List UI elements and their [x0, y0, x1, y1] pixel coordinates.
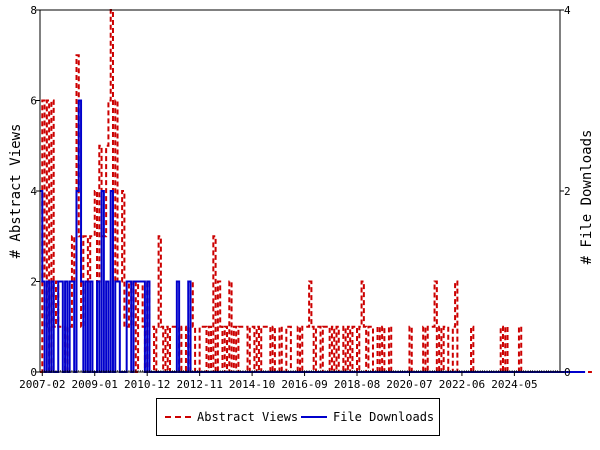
legend: Abstract Views File Downloads — [156, 398, 440, 436]
y-left-tick-label: 2 — [30, 276, 37, 289]
y-right-tick-label: 2 — [564, 185, 571, 198]
legend-item-abstract-views: Abstract Views — [165, 399, 298, 435]
axis-layer: 0 2 4 6 8 0 2 4 2007-02 2009-01 2010-12 2012-11 2014… — [19, 4, 571, 391]
legend-swatch-file-downloads — [301, 416, 327, 418]
y-left-tick-label: 0 — [30, 366, 37, 379]
x-tick-label: 2016-09 — [281, 378, 327, 391]
x-tick-label: 2010-12 — [124, 378, 170, 391]
y-axis-right-title: # File Downloads — [579, 130, 595, 265]
legend-label-file-downloads: File Downloads — [333, 410, 435, 424]
y-axis-left-title: # Abstract Views — [8, 124, 24, 259]
legend-item-file-downloads: File Downloads — [301, 399, 434, 435]
x-tick-label: 2018-08 — [334, 378, 380, 391]
x-tick-label: 2014-10 — [229, 378, 275, 391]
x-tick-label: 2009-01 — [72, 378, 118, 391]
x-tick-label: 2007-02 — [19, 378, 65, 391]
legend-label-abstract-views: Abstract Views — [197, 410, 299, 424]
y-right-tick-label: 4 — [564, 4, 571, 17]
legend-swatch-abstract-views — [165, 416, 191, 418]
x-tick-label: 2024-05 — [491, 378, 537, 391]
y-left-tick-label: 6 — [30, 95, 37, 108]
x-tick-label: 2020-07 — [386, 378, 432, 391]
y-right-tick-label: 0 — [564, 366, 571, 379]
y-left-tick-label: 4 — [30, 185, 37, 198]
x-tick-label: 2022-06 — [439, 378, 485, 391]
y-left-tick-label: 8 — [30, 4, 37, 17]
x-tick-label: 2012-11 — [176, 378, 222, 391]
